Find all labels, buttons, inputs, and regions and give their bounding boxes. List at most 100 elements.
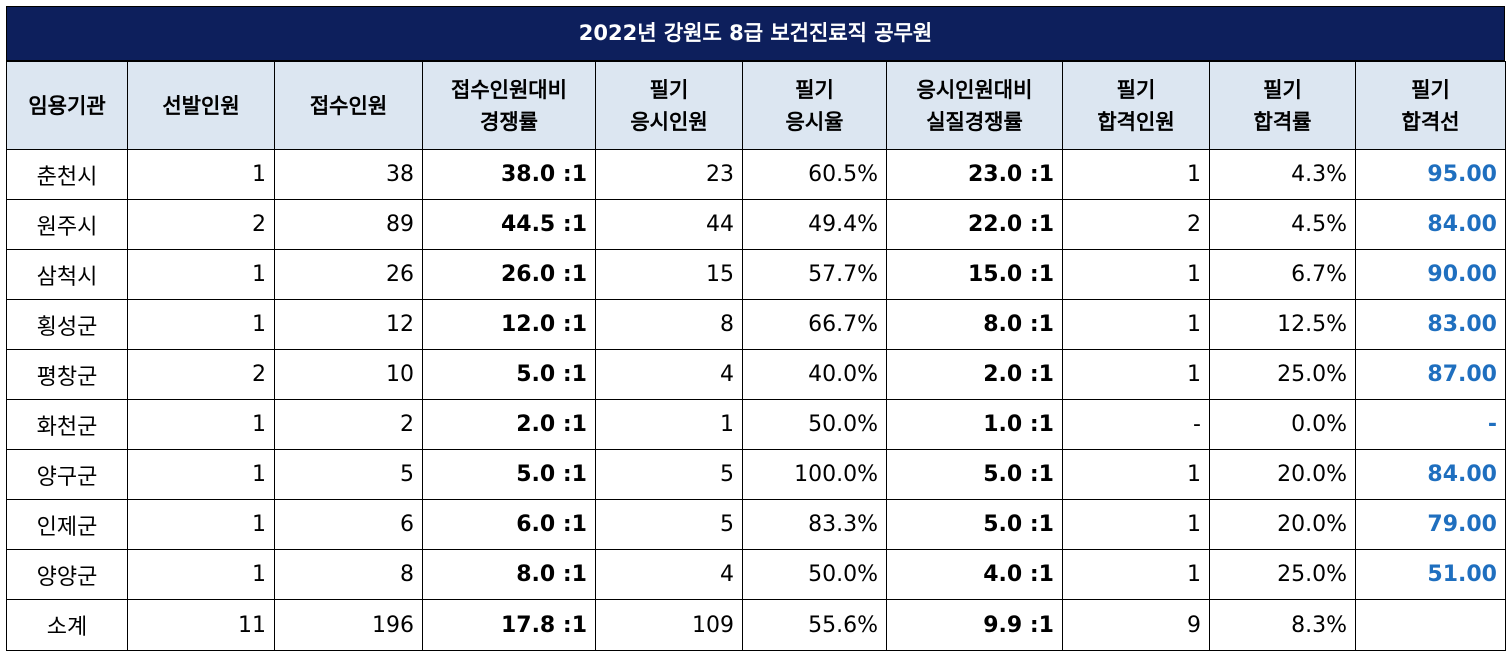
cell-attendance-rate: 55.6% [742,599,887,651]
cell-selected-count: 1 [127,549,275,600]
cell-organization: 춘천시 [6,149,128,200]
cell-cutoff-score: 87.00 [1355,349,1506,400]
cell-attendance-rate: 40.0% [742,349,887,400]
cell-applicants: 12 [274,299,423,350]
cell-pass-rate: 6.7% [1209,249,1356,300]
cell-applicants: 8 [274,549,423,600]
cell-passed-count: 1 [1062,149,1210,200]
cell-passed-count: 1 [1062,349,1210,400]
cell-real-ratio: 9.9 :1 [886,599,1063,651]
header-organization: 임용기관 [6,61,128,150]
table-row: 춘천시 1 38 38.0 :1 23 60.5% 23.0 :1 1 4.3%… [6,149,1506,200]
cell-organization: 화천군 [6,399,128,450]
cell-application-ratio: 5.0 :1 [422,449,596,500]
cell-selected-count: 1 [127,299,275,350]
cell-applicants: 6 [274,499,423,550]
cell-cutoff-score: 84.00 [1355,449,1506,500]
cell-pass-rate: 20.0% [1209,499,1356,550]
table-row: 횡성군 1 12 12.0 :1 8 66.7% 8.0 :1 1 12.5% … [6,299,1506,350]
header-applicants: 접수인원 [274,61,423,150]
table-row: 평창군 2 10 5.0 :1 4 40.0% 2.0 :1 1 25.0% 8… [6,349,1506,400]
cell-organization: 양양군 [6,549,128,600]
cell-selected-count: 1 [127,399,275,450]
header-passed-count: 필기 합격인원 [1062,61,1210,150]
cell-cutoff-score: 90.00 [1355,249,1506,300]
cell-cutoff-score: 51.00 [1355,549,1506,600]
header-cutoff-score: 필기 합격선 [1355,61,1506,150]
cell-passed-count: 1 [1062,249,1210,300]
cell-pass-rate: 20.0% [1209,449,1356,500]
cell-passed-count: 1 [1062,299,1210,350]
cell-exam-takers: 109 [595,599,743,651]
cell-exam-takers: 5 [595,449,743,500]
table-row: 화천군 1 2 2.0 :1 1 50.0% 1.0 :1 - 0.0% - [6,399,1506,450]
cell-passed-count: 1 [1062,549,1210,600]
cell-selected-count: 1 [127,449,275,500]
cell-real-ratio: 8.0 :1 [886,299,1063,350]
cell-organization: 양구군 [6,449,128,500]
cell-exam-takers: 4 [595,349,743,400]
cell-pass-rate: 25.0% [1209,549,1356,600]
cell-passed-count: - [1062,399,1210,450]
exam-stats-table: 임용기관 선발인원 접수인원 접수인원대비 경쟁률 필기 응시인원 필기 응시율 응시… [6,61,1506,651]
cell-application-ratio: 8.0 :1 [422,549,596,600]
cell-selected-count: 1 [127,249,275,300]
cell-exam-takers: 8 [595,299,743,350]
cell-applicants: 196 [274,599,423,651]
cell-pass-rate: 25.0% [1209,349,1356,400]
cell-cutoff-score: 83.00 [1355,299,1506,350]
table-row: 양구군 1 5 5.0 :1 5 100.0% 5.0 :1 1 20.0% 8… [6,449,1506,500]
cell-real-ratio: 4.0 :1 [886,549,1063,600]
cell-applicants: 89 [274,199,423,250]
cell-real-ratio: 15.0 :1 [886,249,1063,300]
cell-organization: 평창군 [6,349,128,400]
cell-pass-rate: 8.3% [1209,599,1356,651]
table-header: 임용기관 선발인원 접수인원 접수인원대비 경쟁률 필기 응시인원 필기 응시율 응시… [6,61,1506,150]
cell-passed-count: 1 [1062,449,1210,500]
cell-applicants: 38 [274,149,423,200]
cell-pass-rate: 4.3% [1209,149,1356,200]
cell-attendance-rate: 49.4% [742,199,887,250]
cell-selected-count: 1 [127,499,275,550]
cell-selected-count: 2 [127,199,275,250]
cell-attendance-rate: 60.5% [742,149,887,200]
cell-cutoff-score [1355,599,1506,651]
cell-selected-count: 2 [127,349,275,400]
table-row: 삼척시 1 26 26.0 :1 15 57.7% 15.0 :1 1 6.7%… [6,249,1506,300]
cell-application-ratio: 26.0 :1 [422,249,596,300]
cell-exam-takers: 1 [595,399,743,450]
header-selected-count: 선발인원 [127,61,275,150]
cell-application-ratio: 2.0 :1 [422,399,596,450]
cell-pass-rate: 4.5% [1209,199,1356,250]
header-application-ratio: 접수인원대비 경쟁률 [422,61,596,150]
cell-cutoff-score: 79.00 [1355,499,1506,550]
cell-organization: 횡성군 [6,299,128,350]
cell-cutoff-score: - [1355,399,1506,450]
cell-application-ratio: 38.0 :1 [422,149,596,200]
cell-organization: 소계 [6,599,128,651]
header-real-ratio: 응시인원대비 실질경쟁률 [886,61,1063,150]
table-row: 원주시 2 89 44.5 :1 44 49.4% 22.0 :1 2 4.5%… [6,199,1506,250]
exam-stats-sheet: 2022년 강원도 8급 보건진료직 공무원 임용기관 선발인원 접수인원 접수… [6,6,1506,651]
cell-exam-takers: 23 [595,149,743,200]
cell-pass-rate: 0.0% [1209,399,1356,450]
cell-attendance-rate: 100.0% [742,449,887,500]
cell-real-ratio: 5.0 :1 [886,499,1063,550]
cell-exam-takers: 44 [595,199,743,250]
cell-passed-count: 1 [1062,499,1210,550]
cell-exam-takers: 5 [595,499,743,550]
table-row: 양양군 1 8 8.0 :1 4 50.0% 4.0 :1 1 25.0% 51… [6,549,1506,600]
cell-application-ratio: 44.5 :1 [422,199,596,250]
cell-passed-count: 2 [1062,199,1210,250]
table-title: 2022년 강원도 8급 보건진료직 공무원 [6,6,1505,61]
cell-application-ratio: 12.0 :1 [422,299,596,350]
table-row-subtotal: 소계 11 196 17.8 :1 109 55.6% 9.9 :1 9 8.3… [6,599,1506,651]
cell-applicants: 5 [274,449,423,500]
cell-application-ratio: 6.0 :1 [422,499,596,550]
cell-attendance-rate: 66.7% [742,299,887,350]
cell-pass-rate: 12.5% [1209,299,1356,350]
cell-real-ratio: 2.0 :1 [886,349,1063,400]
cell-applicants: 10 [274,349,423,400]
header-pass-rate: 필기 합격률 [1209,61,1356,150]
cell-cutoff-score: 95.00 [1355,149,1506,200]
